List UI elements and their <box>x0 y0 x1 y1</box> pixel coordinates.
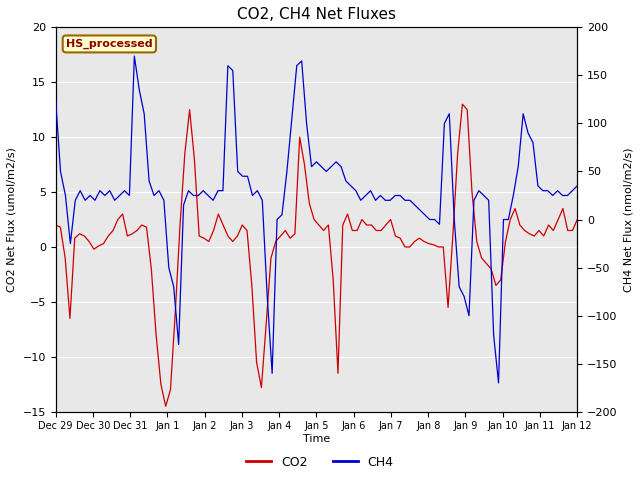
Legend: CO2, CH4: CO2, CH4 <box>241 451 399 474</box>
Title: CO2, CH4 Net Fluxes: CO2, CH4 Net Fluxes <box>237 7 396 22</box>
Y-axis label: CH4 Net Flux (nmol/m2/s): CH4 Net Flux (nmol/m2/s) <box>623 147 633 292</box>
Text: HS_processed: HS_processed <box>66 39 153 49</box>
X-axis label: Time: Time <box>303 434 330 444</box>
Y-axis label: CO2 Net Flux (umol/m2/s): CO2 Net Flux (umol/m2/s) <box>7 147 17 292</box>
